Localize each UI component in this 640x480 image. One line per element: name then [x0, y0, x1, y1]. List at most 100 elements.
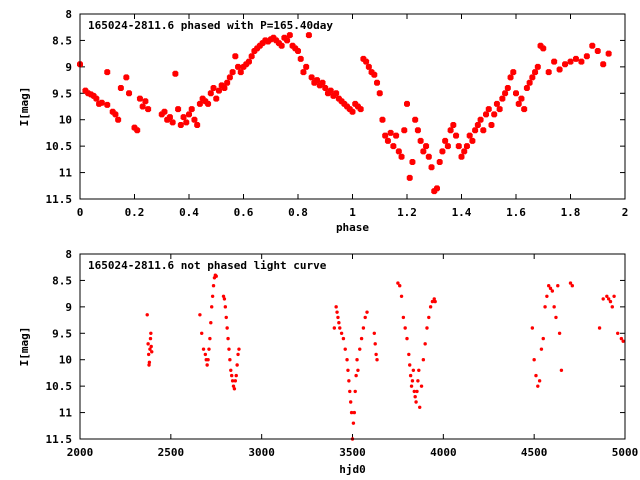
- data-point: [194, 122, 201, 128]
- data-point: [358, 347, 362, 351]
- data-point: [222, 297, 227, 301]
- x-tick-label: 2500: [158, 446, 185, 459]
- data-point: [322, 85, 329, 91]
- data-point: [428, 164, 435, 171]
- data-point: [352, 410, 357, 415]
- x-tick-label: 4500: [521, 446, 548, 459]
- data-point: [172, 70, 179, 77]
- data-point: [356, 368, 360, 372]
- data-point: [605, 50, 612, 57]
- data-point: [382, 132, 389, 139]
- data-point: [532, 358, 536, 362]
- data-point: [232, 387, 237, 391]
- data-point: [297, 55, 304, 62]
- plot-frame: [79, 253, 626, 440]
- data-point: [619, 336, 624, 341]
- data-point: [436, 159, 443, 165]
- x-tick-label: 1: [349, 206, 356, 219]
- data-point: [513, 90, 519, 97]
- data-point: [474, 122, 481, 128]
- data-point: [557, 331, 562, 335]
- y-tick-label: 10: [59, 354, 72, 367]
- data-point: [379, 116, 386, 123]
- data-point: [488, 122, 495, 128]
- data-point: [409, 159, 416, 165]
- data-point: [355, 358, 359, 362]
- data-point: [433, 185, 440, 192]
- y-tick-label: 10: [59, 114, 72, 127]
- y-tick-label: 8.5: [52, 34, 72, 47]
- data-point: [562, 61, 569, 68]
- data-point: [226, 336, 230, 341]
- data-point: [547, 284, 551, 288]
- data-point: [493, 100, 500, 107]
- data-point: [295, 48, 301, 54]
- data-point: [354, 373, 358, 378]
- data-point: [104, 69, 111, 76]
- data-point: [225, 326, 229, 330]
- data-point: [142, 98, 149, 105]
- data-point: [529, 74, 536, 81]
- data-point: [210, 305, 214, 309]
- data-point: [399, 294, 404, 298]
- data-point: [146, 342, 150, 346]
- data-point: [235, 63, 242, 70]
- y-tick-label: 11.5: [46, 433, 73, 446]
- y-axis-label: I[mag]: [18, 87, 31, 127]
- data-point: [183, 119, 190, 126]
- data-point: [421, 358, 426, 362]
- data-point: [606, 297, 611, 301]
- data-point: [507, 74, 514, 81]
- data-point: [221, 85, 228, 91]
- data-point: [200, 331, 204, 335]
- data-point: [123, 74, 130, 81]
- data-point: [357, 106, 364, 113]
- data-point: [425, 153, 432, 160]
- data-point: [412, 116, 419, 123]
- data-point: [147, 360, 152, 365]
- data-point: [147, 363, 151, 367]
- data-point: [286, 32, 293, 39]
- x-tick-label: 3500: [339, 446, 366, 459]
- data-point: [536, 384, 540, 388]
- data-point: [227, 347, 231, 351]
- data-point: [338, 326, 342, 330]
- data-point: [343, 347, 347, 351]
- data-point: [499, 95, 506, 102]
- data-point: [205, 100, 212, 107]
- data-point: [530, 326, 535, 330]
- data-point: [210, 85, 217, 91]
- data-point: [245, 58, 252, 65]
- data-point: [229, 69, 236, 76]
- data-point: [332, 326, 337, 330]
- data-point: [207, 347, 211, 351]
- data-point: [213, 95, 220, 102]
- x-tick-label: 1.4: [452, 206, 472, 219]
- data-point: [233, 379, 238, 383]
- data-point: [139, 103, 146, 110]
- data-point: [104, 101, 111, 108]
- data-point: [410, 379, 415, 383]
- data-point: [395, 148, 402, 155]
- data-point: [545, 69, 552, 76]
- data-point: [207, 90, 214, 97]
- data-point: [403, 326, 407, 330]
- data-point: [374, 352, 378, 357]
- data-point: [191, 116, 198, 123]
- data-point: [93, 95, 100, 102]
- data-point: [600, 61, 607, 68]
- x-tick-label: 2000: [67, 446, 94, 459]
- data-point: [341, 336, 346, 341]
- data-point: [415, 389, 419, 394]
- data-point: [601, 297, 605, 301]
- data-point: [136, 95, 143, 102]
- y-tick-label: 8: [65, 8, 72, 21]
- data-point: [396, 281, 400, 285]
- data-point: [463, 143, 470, 150]
- data-point: [406, 174, 413, 181]
- data-point: [347, 379, 351, 383]
- data-point: [134, 127, 141, 134]
- data-point: [314, 77, 321, 84]
- data-point: [203, 352, 208, 357]
- data-point: [472, 127, 479, 134]
